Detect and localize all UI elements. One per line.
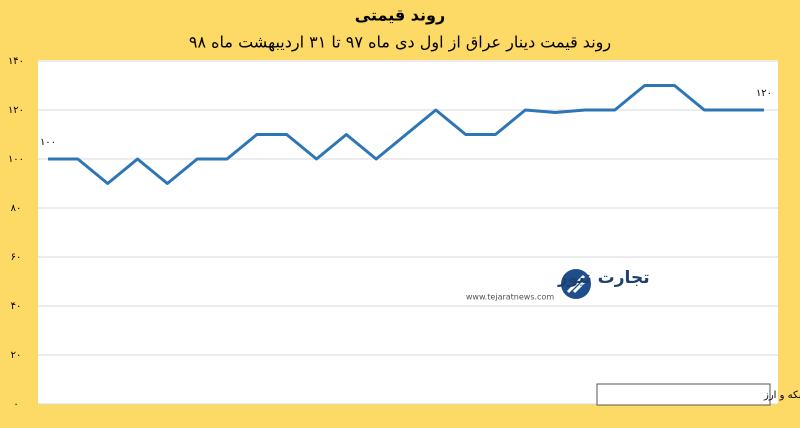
logo-arrow <box>566 274 586 294</box>
chart-subtitle: روند قیمت دینار عراق از اول دی ماه ۹۷ تا… <box>189 33 611 53</box>
data-label: ۱۲۰ <box>756 88 772 99</box>
y-tick-label: ۰ <box>13 399 18 410</box>
watermark-url: www.tejaratnews.com <box>466 293 554 302</box>
y-tick-label: ۱۰۰ <box>8 154 24 165</box>
y-tick-label: ۸۰ <box>11 203 22 214</box>
source-text: منبع: شبکه اطلاع‌رسانی طلا، سکه و ارز <box>763 390 800 401</box>
line <box>48 84 764 185</box>
y-tick-label: ۴۰ <box>11 301 22 312</box>
y-tick-label: ۲۰ <box>11 350 22 361</box>
y-tick-label: ۶۰ <box>11 252 22 263</box>
y-tick-label: ۱۴۰ <box>8 56 24 67</box>
data-label: ۱۰۰ <box>40 137 56 148</box>
source-box <box>596 383 771 406</box>
watermark-brand: تجارت نیوز <box>557 268 650 288</box>
chart-title: روند قیمتی <box>355 6 445 25</box>
watermark: تجارت نیوز www.tejaratnews.com <box>466 268 650 302</box>
plot-area <box>38 60 778 404</box>
y-tick-label: ۱۲۰ <box>8 105 24 116</box>
